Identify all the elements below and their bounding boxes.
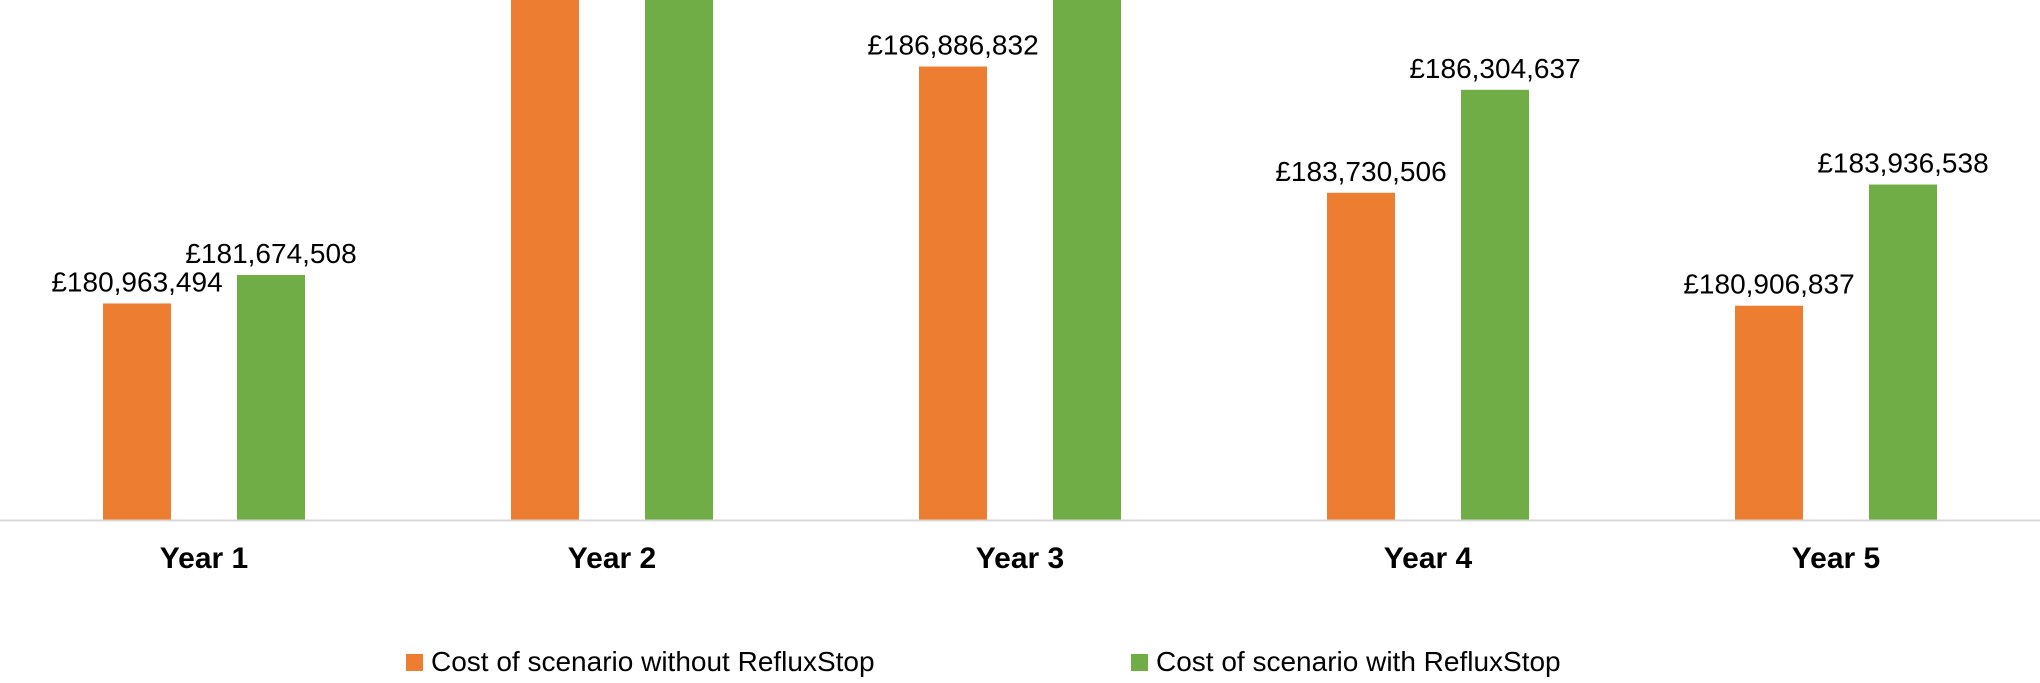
legend-label-without-refluxstop: Cost of scenario without RefluxStop: [431, 646, 875, 677]
bar-without-year-5: [1735, 305, 1803, 520]
bars-layer: [103, 0, 1937, 521]
bar-with-year-2: [645, 0, 713, 520]
value-labels-layer: £180,963,494£181,674,508£190,134,285£191…: [51, 30, 1988, 300]
bar-without-year-1: [103, 303, 171, 520]
legend-swatch-orange: [406, 653, 423, 671]
bar-with-year-4: [1461, 89, 1529, 521]
bar-with-year-5: [1869, 184, 1937, 520]
bar-without-year-4: [1327, 192, 1395, 520]
legend-item-with-refluxstop: Cost of scenario with RefluxStop: [1131, 644, 1561, 680]
value-label-without-year-4: £183,730,506: [1275, 156, 1446, 187]
legend-label-with-refluxstop: Cost of scenario with RefluxStop: [1156, 646, 1561, 677]
bar-without-year-2: [511, 0, 579, 520]
category-label-year-2: Year 2: [568, 542, 656, 575]
bar-with-year-1: [237, 275, 305, 520]
value-label-without-year-5: £180,906,837: [1683, 269, 1854, 300]
bar-with-year-3: [1053, 0, 1121, 520]
value-label-with-year-5: £183,936,538: [1817, 148, 1988, 179]
legend: Cost of scenario without RefluxStop Cost…: [0, 644, 2040, 680]
category-label-year-1: Year 1: [160, 542, 248, 575]
category-label-year-4: Year 4: [1384, 542, 1473, 575]
value-label-with-year-4: £186,304,637: [1409, 53, 1580, 84]
value-label-with-year-1: £181,674,508: [185, 238, 356, 269]
value-label-without-year-3: £186,886,832: [867, 30, 1038, 61]
value-label-without-year-1: £180,963,494: [51, 266, 222, 297]
legend-swatch-green: [1131, 653, 1148, 671]
category-label-year-3: Year 3: [976, 542, 1064, 575]
category-labels-layer: Year 1 Year 2 Year 3 Year 4 Year 5: [160, 542, 1880, 575]
bar-without-year-3: [919, 66, 987, 520]
legend-item-without-refluxstop: Cost of scenario without RefluxStop: [406, 644, 875, 680]
category-label-year-5: Year 5: [1792, 542, 1880, 575]
